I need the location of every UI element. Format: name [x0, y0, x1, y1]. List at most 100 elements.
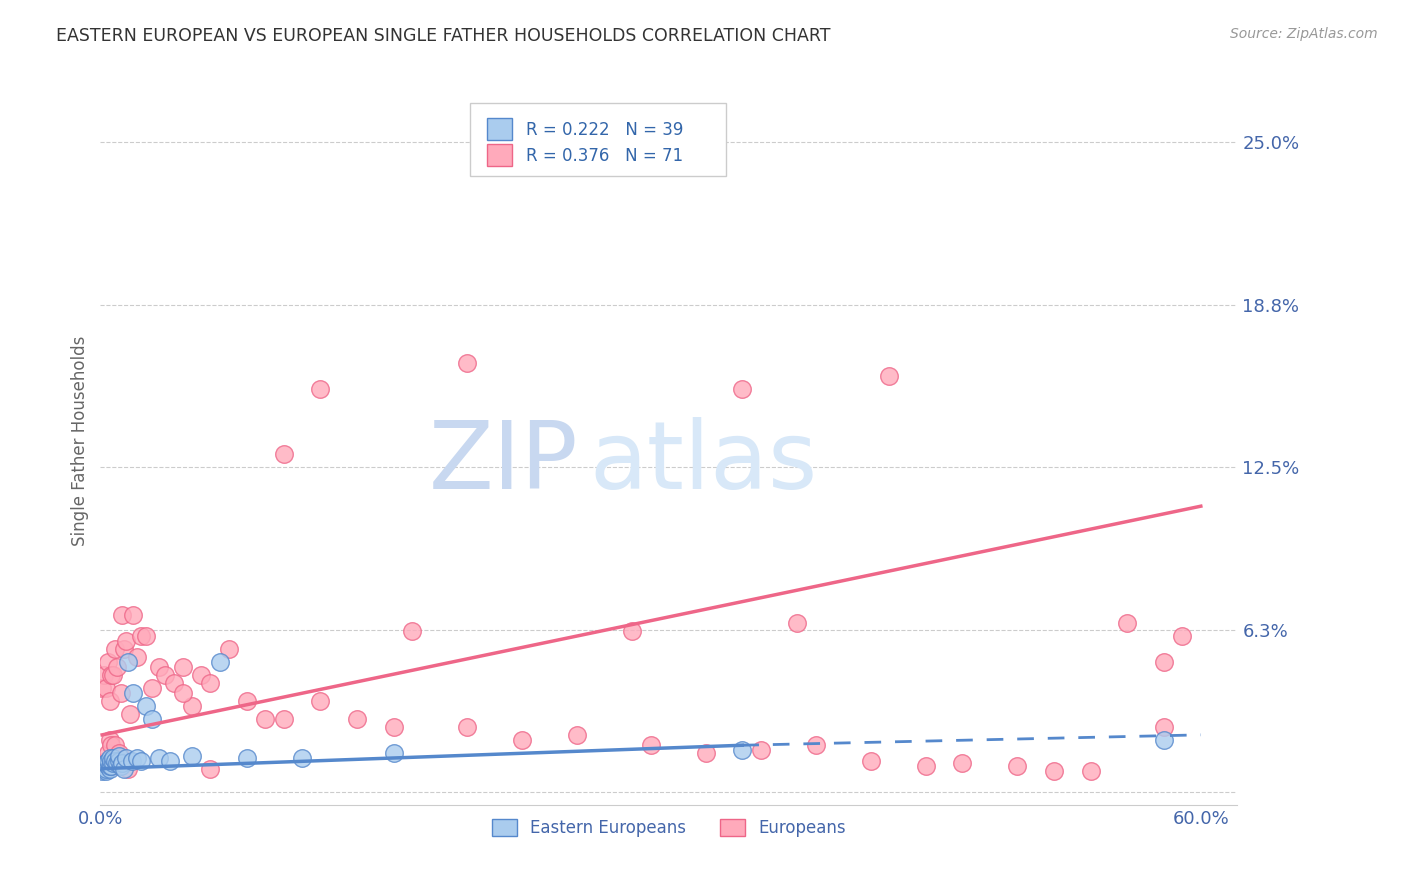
Point [1080, 764, 1102, 779]
Point [309, 382, 332, 396]
Point [859, 754, 882, 768]
Point [141, 681, 163, 695]
Point [91, 759, 114, 773]
Point [731, 382, 754, 396]
Point [117, 762, 139, 776]
Point [98, 733, 121, 747]
Point [786, 616, 808, 631]
Y-axis label: Single Father Households: Single Father Households [72, 336, 89, 547]
Point [1171, 629, 1194, 643]
Point [111, 756, 134, 771]
Point [200, 762, 222, 776]
Point [107, 754, 129, 768]
Point [181, 748, 204, 763]
Point [103, 751, 125, 765]
Point [456, 356, 478, 370]
Point [104, 738, 127, 752]
Point [100, 738, 122, 752]
Point [172, 686, 194, 700]
Point [103, 759, 125, 773]
FancyBboxPatch shape [486, 118, 512, 140]
Point [695, 746, 717, 760]
Point [141, 712, 163, 726]
Point [1153, 720, 1175, 734]
Point [111, 608, 134, 623]
Point [804, 738, 827, 752]
Point [1153, 655, 1175, 669]
Point [117, 655, 139, 669]
Point [148, 751, 170, 765]
Point [94, 681, 117, 695]
FancyBboxPatch shape [486, 145, 512, 166]
Point [153, 668, 176, 682]
Point [135, 699, 157, 714]
Text: R = 0.376   N = 71: R = 0.376 N = 71 [526, 147, 683, 165]
Point [181, 699, 204, 714]
Point [121, 754, 143, 768]
Point [98, 759, 121, 773]
Point [93, 759, 115, 773]
Point [731, 743, 754, 757]
Point [118, 707, 141, 722]
Point [218, 642, 240, 657]
Point [93, 762, 115, 776]
Point [159, 754, 181, 768]
Point [1007, 759, 1029, 773]
Text: Source: ZipAtlas.com: Source: ZipAtlas.com [1230, 27, 1378, 41]
Point [100, 668, 122, 682]
Point [135, 629, 157, 643]
Point [456, 720, 478, 734]
Point [640, 738, 662, 752]
Point [122, 608, 145, 623]
Point [346, 712, 368, 726]
Point [510, 733, 533, 747]
Point [309, 694, 332, 708]
Point [125, 751, 148, 765]
Point [91, 764, 114, 779]
Text: atlas: atlas [589, 417, 817, 509]
Point [1116, 616, 1139, 631]
Point [97, 746, 120, 760]
Point [104, 754, 127, 768]
Point [93, 759, 115, 773]
Text: ZIP: ZIP [429, 417, 578, 509]
Point [401, 624, 423, 638]
Point [1043, 764, 1066, 779]
Point [914, 759, 936, 773]
Point [950, 756, 973, 771]
Point [91, 681, 114, 695]
Point [97, 655, 120, 669]
Point [94, 762, 117, 776]
Point [125, 649, 148, 664]
Point [382, 746, 405, 760]
Point [98, 694, 121, 708]
Point [107, 748, 129, 763]
Point [94, 764, 117, 779]
Point [110, 686, 132, 700]
Point [110, 759, 132, 773]
Point [254, 712, 277, 726]
Point [621, 624, 644, 638]
Point [105, 756, 128, 771]
Point [567, 728, 589, 742]
Point [236, 751, 259, 765]
Point [129, 629, 152, 643]
Point [107, 754, 129, 768]
Legend: Eastern Europeans, Europeans: Eastern Europeans, Europeans [485, 813, 852, 844]
Point [103, 756, 125, 771]
Point [103, 668, 125, 682]
FancyBboxPatch shape [470, 103, 725, 176]
Point [129, 754, 152, 768]
Point [122, 686, 145, 700]
Point [190, 668, 212, 682]
Point [273, 712, 295, 726]
Point [148, 660, 170, 674]
Point [94, 754, 117, 768]
Point [98, 751, 121, 765]
Point [382, 720, 405, 734]
Point [100, 759, 122, 773]
Point [98, 762, 121, 776]
Point [94, 756, 117, 771]
Point [97, 754, 120, 768]
Text: EASTERN EUROPEAN VS EUROPEAN SINGLE FATHER HOUSEHOLDS CORRELATION CHART: EASTERN EUROPEAN VS EUROPEAN SINGLE FATH… [56, 27, 831, 45]
